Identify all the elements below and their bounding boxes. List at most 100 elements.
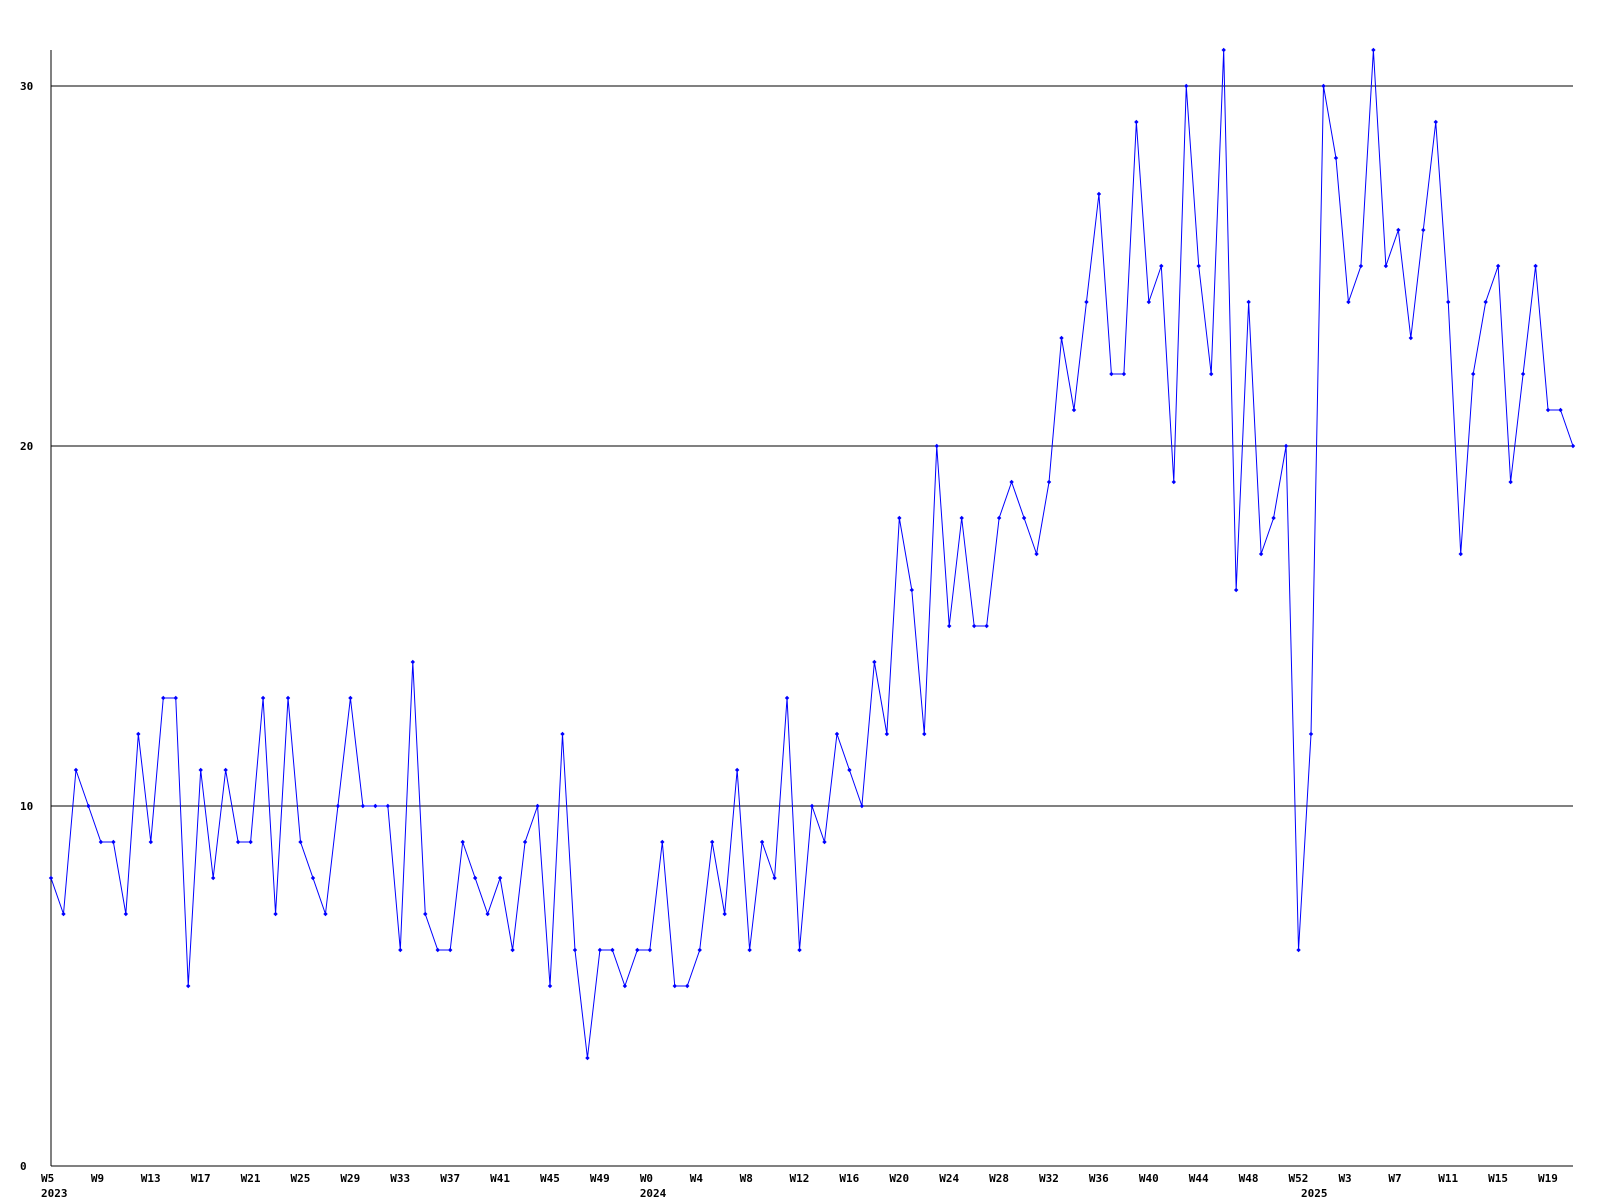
- data-point: [1396, 227, 1401, 233]
- x-tick-label: W40: [1139, 1172, 1159, 1185]
- series-line: [50, 49, 1574, 1059]
- data-point: [1520, 371, 1526, 377]
- x-tick-label: W11: [1438, 1172, 1458, 1185]
- x-tick-label: W12: [790, 1172, 810, 1185]
- data-point: [697, 947, 702, 953]
- x-tick-label: W49: [590, 1172, 610, 1185]
- x-tick-label: W8: [740, 1172, 753, 1185]
- data-point: [235, 839, 241, 845]
- data-point: [1059, 335, 1064, 341]
- data-point: [1034, 551, 1039, 557]
- data-point: [1071, 407, 1077, 413]
- data-point: [1446, 299, 1451, 305]
- data-point: [510, 947, 515, 953]
- data-point: [622, 983, 628, 989]
- data-point: [472, 875, 478, 881]
- data-point: [647, 947, 653, 953]
- data-point: [1121, 371, 1127, 377]
- data-point: [1283, 443, 1289, 449]
- x-tick-label: W20: [889, 1172, 909, 1185]
- x-tick-label: W48: [1239, 1172, 1259, 1185]
- x-tick-label: W44: [1189, 1172, 1209, 1185]
- data-point: [1046, 479, 1052, 485]
- data-point: [859, 803, 865, 809]
- y-tick-label: 0: [20, 1160, 27, 1173]
- data-point: [1470, 371, 1476, 377]
- data-point: [947, 623, 952, 629]
- data-point: [1421, 227, 1426, 233]
- data-point: [1171, 479, 1176, 485]
- y-tick-label: 10: [20, 800, 33, 813]
- x-tick-label: W33: [390, 1172, 410, 1185]
- data-point: [1246, 299, 1251, 305]
- data-point: [335, 803, 341, 809]
- data-point: [784, 695, 790, 701]
- data-point: [996, 515, 1002, 521]
- year-label: 2025: [1301, 1187, 1328, 1200]
- data-point: [834, 731, 840, 737]
- data-point: [1333, 155, 1339, 161]
- data-point: [1009, 479, 1014, 485]
- x-tick-label: W5: [41, 1172, 54, 1185]
- x-tick-label: W0: [640, 1172, 653, 1185]
- data-point: [1383, 263, 1389, 269]
- data-point: [410, 659, 415, 665]
- data-point: [1021, 515, 1027, 521]
- data-point: [909, 587, 915, 593]
- data-point: [1209, 371, 1214, 377]
- data-point: [1495, 263, 1501, 269]
- data-point: [897, 515, 902, 521]
- x-tick-label: W4: [690, 1172, 704, 1185]
- tick-labels: 0 10 20 30 W5 W9 W13 W17 W21 W25 W29 W33 W37 W41 W45 W4…: [20, 80, 1558, 1200]
- data-point: [822, 839, 827, 845]
- data-point: [1233, 587, 1239, 593]
- x-tick-label: W21: [241, 1172, 261, 1185]
- data-point: [1570, 443, 1576, 449]
- data-point: [1084, 299, 1089, 305]
- grid-lines: [51, 85, 1573, 807]
- data-point: [1221, 47, 1226, 53]
- data-point: [348, 695, 353, 701]
- data-point: [797, 947, 802, 953]
- data-point: [285, 695, 291, 701]
- data-point: [497, 875, 503, 881]
- axes: [50, 50, 1573, 1167]
- data-point: [86, 803, 91, 809]
- data-point: [1321, 83, 1326, 89]
- x-tick-label: W9: [91, 1172, 104, 1185]
- data-point: [485, 911, 490, 917]
- data-point: [360, 803, 366, 809]
- data-point: [1533, 263, 1538, 269]
- x-tick-label: W29: [340, 1172, 360, 1185]
- data-point: [747, 947, 752, 953]
- data-point: [398, 947, 403, 953]
- data-point: [1109, 371, 1114, 377]
- data-point: [984, 623, 989, 629]
- data-point: [423, 911, 428, 917]
- x-tick-label: W41: [490, 1172, 510, 1185]
- data-point: [1508, 479, 1513, 485]
- data-point: [759, 839, 765, 845]
- x-tick-label: W37: [440, 1172, 460, 1185]
- data-point: [161, 695, 166, 701]
- data-point: [448, 947, 453, 953]
- data-point: [1358, 263, 1364, 269]
- data-point: [323, 911, 328, 917]
- data-point: [572, 947, 578, 953]
- data-point: [734, 767, 740, 773]
- data-point: [585, 1055, 590, 1061]
- data-point: [672, 983, 677, 989]
- data-point: [872, 659, 877, 665]
- data-point: [298, 839, 303, 845]
- data-point: [273, 911, 278, 917]
- data-point: [1258, 551, 1264, 557]
- data-point: [385, 803, 391, 809]
- data-point: [98, 839, 104, 845]
- data-point: [123, 911, 129, 917]
- data-point: [1308, 731, 1314, 737]
- data-point: [709, 839, 715, 845]
- data-point: [971, 623, 977, 629]
- data-point: [1458, 551, 1463, 557]
- x-tick-label: W7: [1388, 1172, 1401, 1185]
